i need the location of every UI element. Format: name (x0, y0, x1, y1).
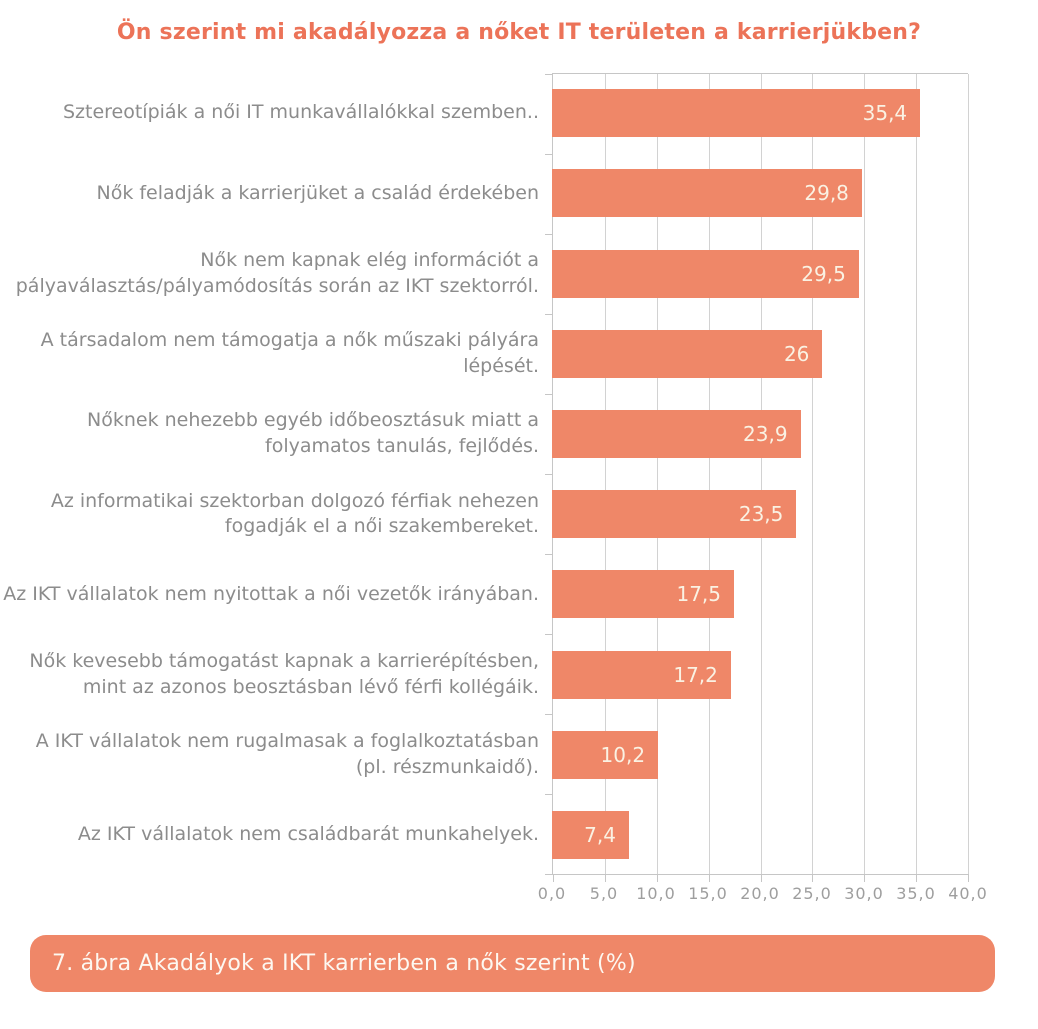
bar-track: 29,5 (552, 249, 968, 298)
category-label: Nők feladják a karrierjüket a család érd… (96, 181, 539, 204)
x-tick-label: 25,0 (792, 884, 832, 903)
y-axis-tick (545, 314, 553, 315)
bar: 17,5 (552, 570, 734, 619)
category-label: Az informatikai szektorban dolgozó férfi… (50, 489, 539, 538)
x-axis-tick (916, 874, 918, 882)
bar-value-label: 23,5 (738, 502, 784, 527)
x-tick-label: 20,0 (740, 884, 780, 903)
gridline (864, 74, 866, 874)
bar: 10,2 (552, 730, 659, 779)
gridline (812, 74, 814, 874)
bar: 23,9 (552, 409, 801, 458)
x-axis: 0,0 5,0 10,0 15,0 20,0 25,0 30,0 35,0 40,0 (538, 884, 987, 906)
bar: 17,2 (552, 650, 731, 699)
category-row: Sztereotípiák a női IT munkavállalókkal … (0, 73, 1038, 153)
category-row: Nők kevesebb támogatást kapnak a karrier… (0, 634, 1038, 714)
x-tick-label: 30,0 (844, 884, 884, 903)
gridline (604, 74, 606, 874)
bar-track: 17,5 (552, 570, 968, 619)
bar-track: 23,9 (552, 409, 968, 458)
chart-title: Ön szerint mi akadályozza a nőket IT ter… (116, 20, 922, 45)
y-axis-tick (545, 234, 553, 235)
bar-track: 7,4 (552, 810, 968, 859)
category-row: A IKT vállalatok nem rugalmasak a foglal… (0, 715, 1038, 795)
bar: 29,5 (552, 249, 859, 298)
bar: 26 (552, 329, 823, 378)
bar-value-label: 29,5 (801, 261, 846, 286)
x-tick-label: 35,0 (896, 884, 936, 903)
category-label: Az IKT vállalatok nem családbarát munkah… (77, 823, 539, 846)
x-tick-label: 5,0 (589, 884, 619, 903)
x-axis-tick (604, 874, 606, 882)
bar-track: 17,2 (552, 650, 968, 699)
caption-banner: 7. ábra Akadályok a IKT karrierben a nők… (30, 935, 995, 992)
category-row: Az informatikai szektorban dolgozó férfi… (0, 474, 1038, 554)
x-axis-tick (812, 874, 814, 882)
bar-value-label: 26 (783, 341, 810, 366)
category-label: A IKT vállalatok nem rugalmasak a foglal… (35, 730, 539, 778)
category-label: Az IKT vállalatok nem nyitottak a női ve… (3, 582, 539, 605)
bar-track: 29,8 (552, 169, 968, 218)
y-axis-tick (545, 474, 553, 475)
y-axis-tick (545, 794, 553, 795)
bar-track: 23,5 (552, 490, 968, 539)
y-axis-tick (545, 394, 553, 395)
bar-value-label: 23,9 (743, 421, 788, 446)
gridline (656, 74, 658, 874)
y-axis-tick (545, 554, 553, 555)
x-axis-tick (656, 874, 658, 882)
bar-value-label: 35,4 (862, 101, 908, 126)
category-label: Sztereotípiák a női IT munkavállalókkal … (62, 101, 539, 124)
category-row: Nőknek nehezebb egyéb időbeosztásuk miat… (0, 394, 1038, 474)
bar-value-label: 17,2 (673, 662, 718, 687)
x-axis-tick (708, 874, 710, 882)
y-axis-tick (545, 714, 553, 715)
category-row: Nők nem kapnak elég információt a pályav… (0, 233, 1038, 313)
plot-area (545, 73, 969, 882)
bar-track: 26 (552, 329, 968, 378)
category-row: Nők feladják a karrierjüket a család érd… (0, 153, 1038, 233)
x-axis-tick (968, 874, 969, 882)
y-axis-tick (545, 634, 553, 635)
x-axis-tick (864, 874, 866, 882)
y-axis-tick (545, 74, 553, 75)
x-tick-label: 10,0 (636, 884, 676, 903)
category-label: Nők kevesebb támogatást kapnak a karrier… (29, 650, 539, 698)
x-axis-tick (760, 874, 762, 882)
gridline (760, 74, 762, 874)
bar-value-label: 7,4 (584, 822, 616, 847)
x-tick-label: 15,0 (688, 884, 728, 903)
x-axis-tick (553, 874, 554, 882)
category-row: A társadalom nem támogatja a nők műszaki… (0, 314, 1038, 394)
category-row: Az IKT vállalatok nem nyitottak a női ve… (0, 554, 1038, 634)
bar-value-label: 17,5 (676, 582, 721, 607)
bar: 35,4 (552, 89, 921, 138)
bar: 23,5 (552, 490, 797, 539)
gridline (708, 74, 710, 874)
category-label: Nők nem kapnak elég információt a pályav… (15, 249, 539, 297)
bar: 29,8 (552, 169, 862, 218)
bar-track: 35,4 (552, 89, 968, 138)
y-axis-tick (545, 874, 553, 875)
y-axis-tick (545, 154, 553, 155)
bar: 7,4 (552, 810, 629, 859)
caption-text: 7. ábra Akadályok a IKT karrierben a nők… (52, 951, 636, 976)
category-label: Nőknek nehezebb egyéb időbeosztásuk miat… (87, 409, 539, 457)
bar-value-label: 29,8 (804, 181, 849, 206)
x-tick-label: 40,0 (948, 884, 988, 903)
category-row: Az IKT vállalatok nem családbarát munkah… (0, 795, 1038, 875)
bar-track: 10,2 (552, 730, 968, 779)
category-label: A társadalom nem támogatja a nők műszaki… (40, 329, 539, 377)
bar-chart: Sztereotípiák a női IT munkavállalókkal … (0, 73, 1038, 875)
bar-value-label: 10,2 (600, 742, 646, 767)
gridline (916, 74, 918, 874)
gridline (968, 74, 969, 874)
x-tick-label: 0,0 (537, 884, 567, 903)
